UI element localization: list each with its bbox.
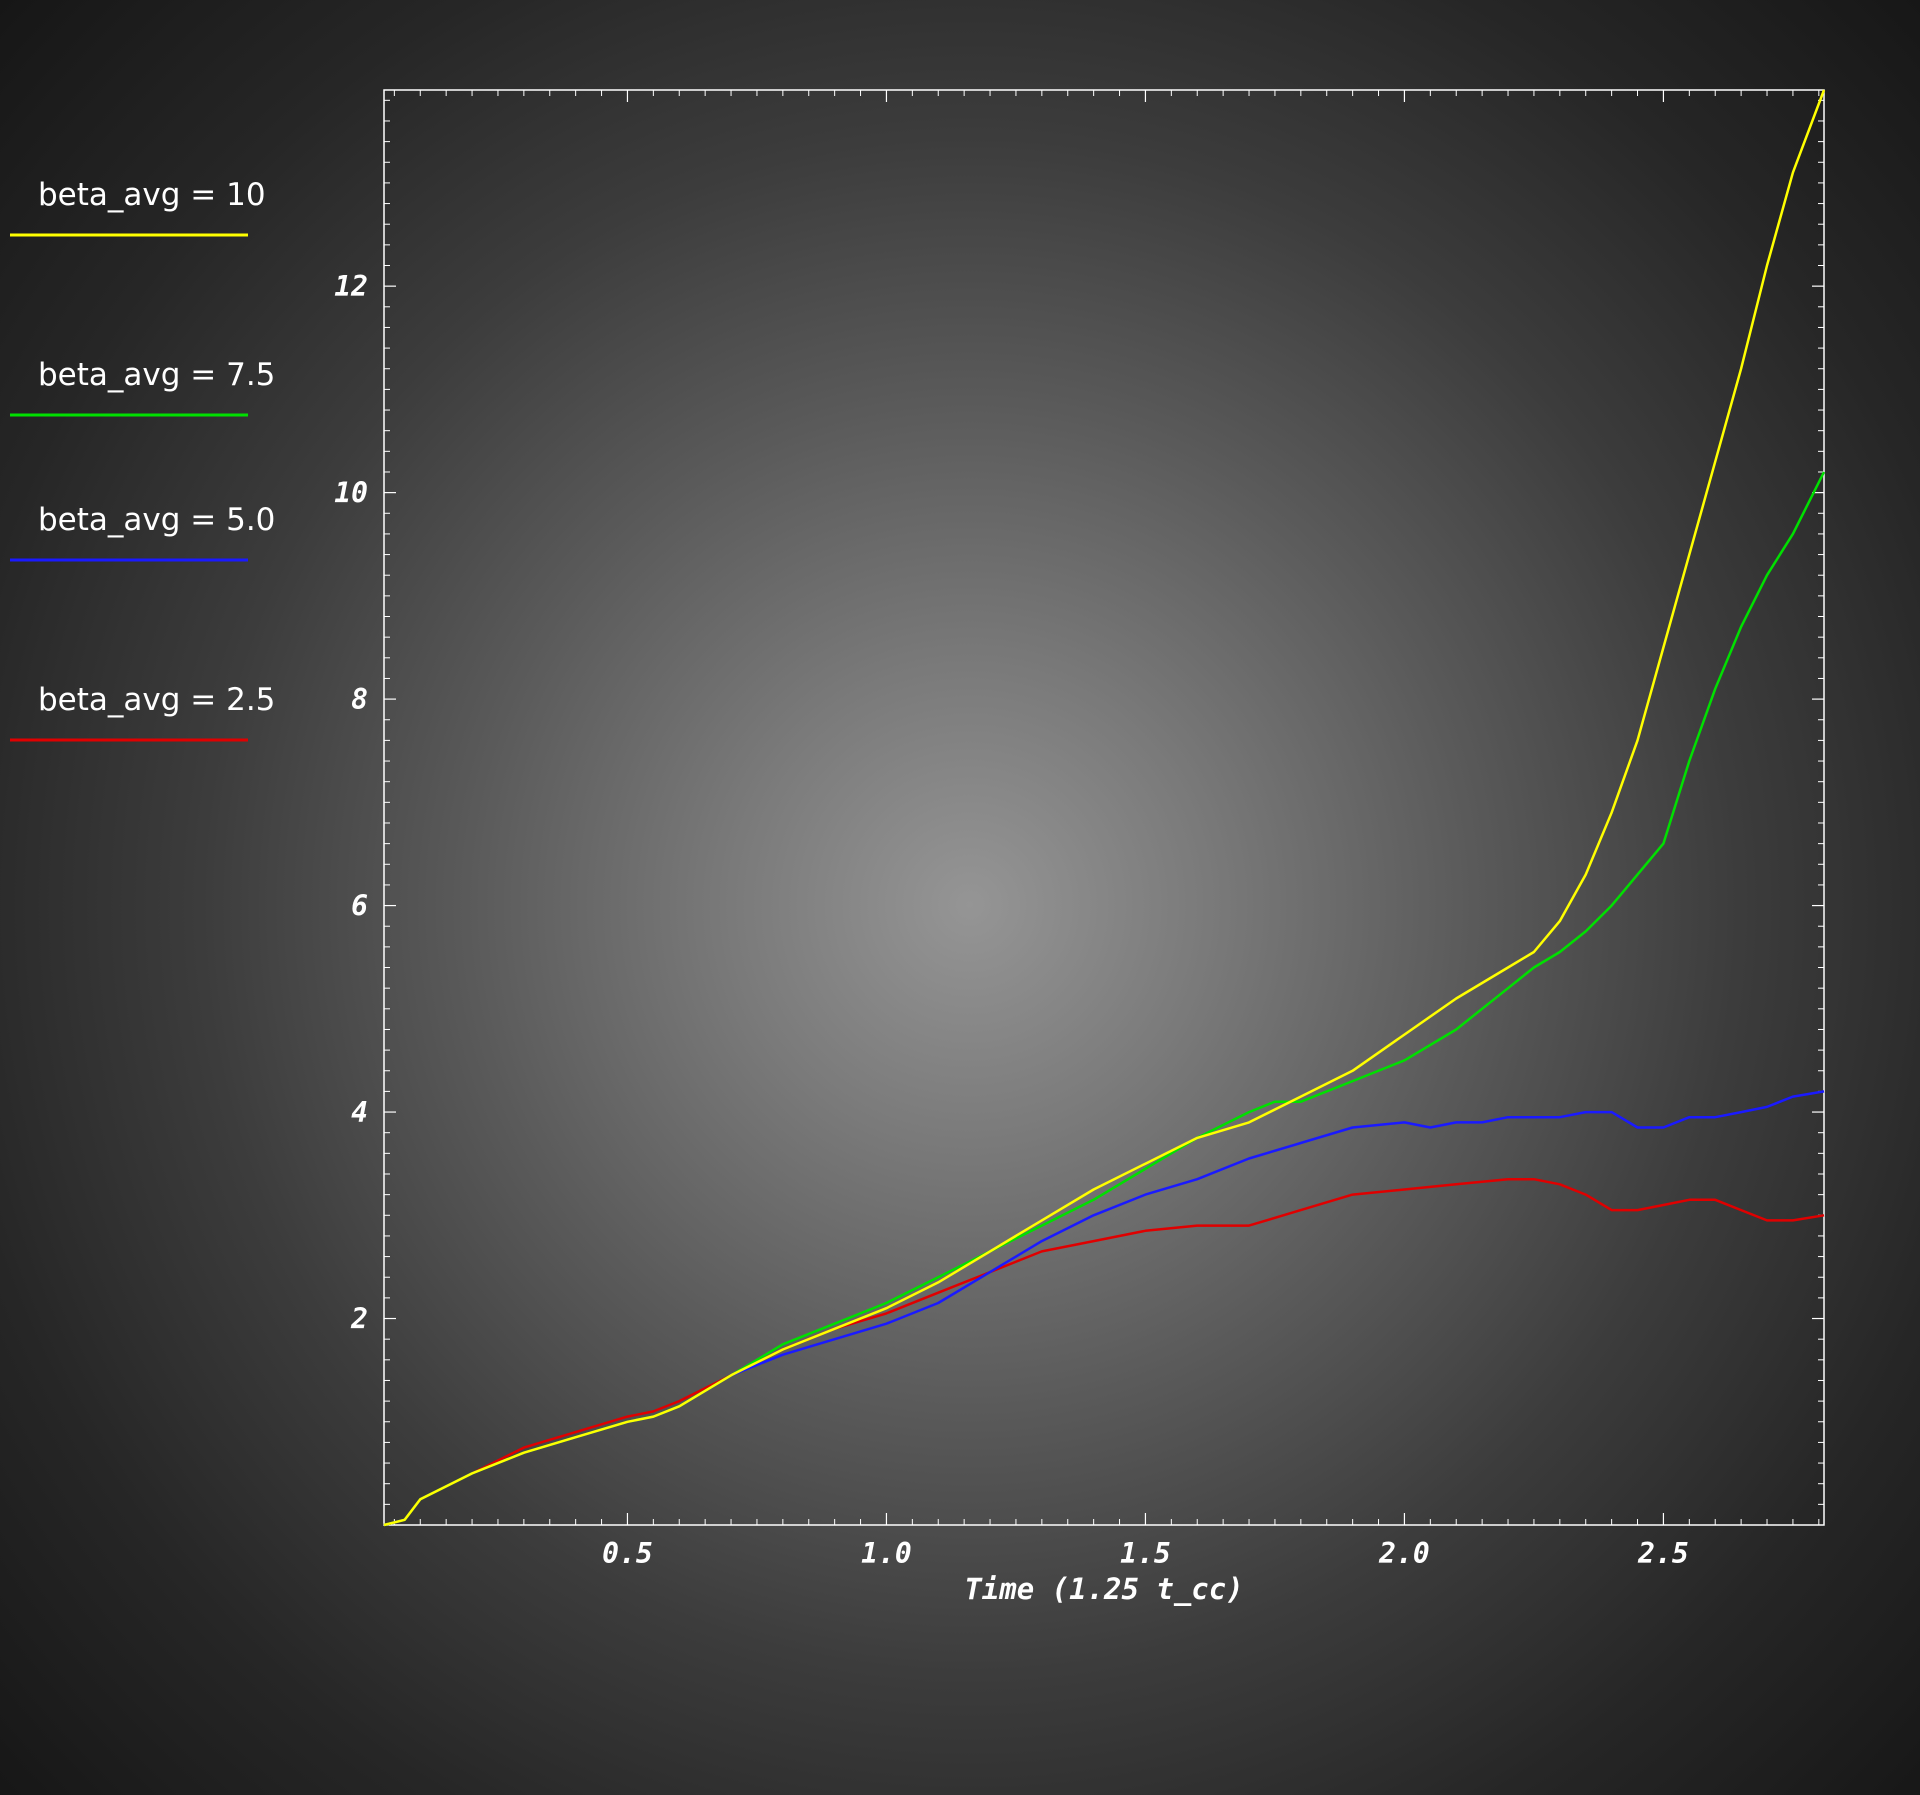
legend-item: beta_avg = 7.5 xyxy=(10,357,275,417)
major-ticks xyxy=(384,90,1824,1525)
legend: beta_avg = 10 beta_avg = 7.5 beta_avg = 5.… xyxy=(10,177,275,742)
legend-item: beta_avg = 10 xyxy=(10,177,266,237)
series-line-1 xyxy=(383,89,1826,1527)
series-line-4 xyxy=(383,1177,1825,1527)
legend-item: beta_avg = 2.5 xyxy=(10,682,275,742)
series-line-2 xyxy=(383,471,1826,1527)
legend-item: beta_avg = 5.0 xyxy=(10,502,275,562)
y-tick-label: 10 xyxy=(334,477,368,510)
y-tick-labels: 2 4 6 8 10 12 xyxy=(334,270,368,1335)
legend-label: beta_avg = 7.5 xyxy=(38,357,275,393)
y-tick-label: 2 xyxy=(350,1303,368,1336)
plot-area-frame xyxy=(383,89,1825,1526)
series-lines xyxy=(383,89,1826,1527)
series-line-3 xyxy=(383,1090,1825,1527)
y-tick-label: 12 xyxy=(334,270,368,303)
x-tick-label: 1.5 xyxy=(1120,1537,1171,1570)
x-axis-title: Time (1.25 t_cc) xyxy=(964,1572,1243,1606)
minor-ticks xyxy=(384,90,1824,1525)
y-tick-label: 8 xyxy=(351,683,368,716)
y-tick-label: 6 xyxy=(351,890,368,923)
x-tick-label: 1.0 xyxy=(861,1537,912,1570)
y-tick-label: 4 xyxy=(351,1096,368,1129)
legend-label: beta_avg = 10 xyxy=(38,177,266,213)
x-tick-label: 2.0 xyxy=(1378,1537,1430,1570)
x-tick-label: 0.5 xyxy=(602,1537,653,1570)
x-tick-label: 2.5 xyxy=(1637,1537,1689,1570)
x-tick-labels: 0.5 1.0 1.5 2.0 2.5 xyxy=(602,1537,1689,1570)
legend-label: beta_avg = 5.0 xyxy=(38,502,275,538)
legend-label: beta_avg = 2.5 xyxy=(38,682,275,718)
